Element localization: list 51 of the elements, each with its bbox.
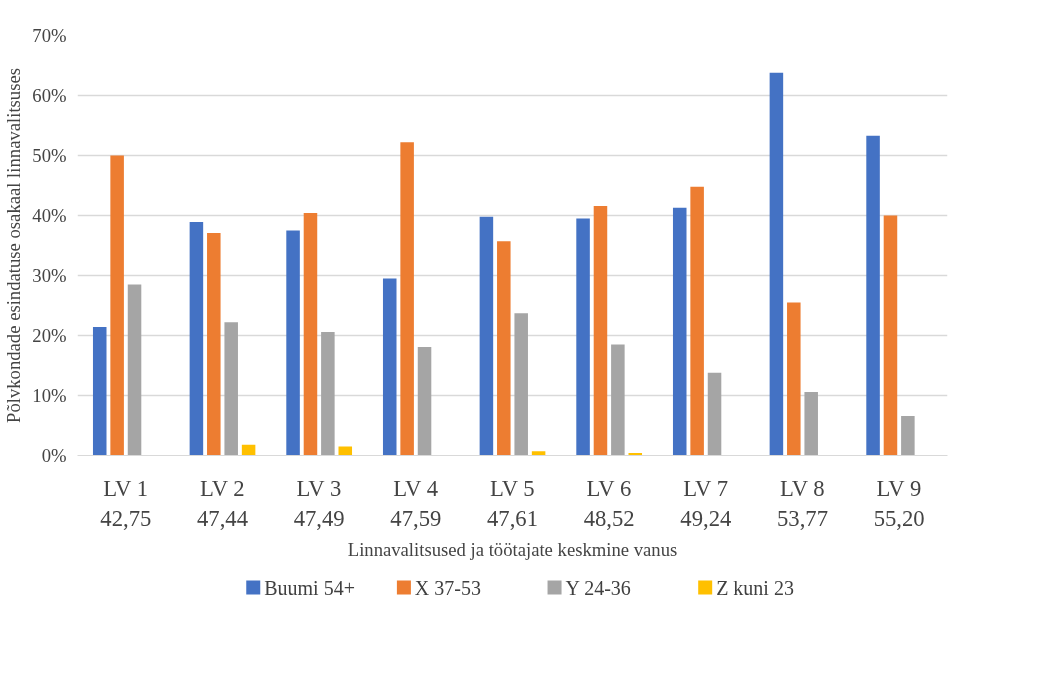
x-tick-label: LV 3 47,49: [293, 475, 345, 531]
y-tick-label: 40%: [32, 205, 67, 226]
legend-label: Buumi 54+: [264, 576, 355, 599]
legend-label: Z kuni 23: [716, 576, 794, 599]
bar: [110, 155, 124, 456]
x-tick-label: LV 2 47,44: [197, 475, 248, 531]
x-axis-title: Linnavalitsused ja töötajate keskmine vanus: [347, 538, 678, 560]
bar: [901, 415, 915, 456]
bar: [400, 142, 414, 456]
y-tick-label: 30%: [32, 265, 67, 286]
bar: [127, 284, 142, 456]
bar: [690, 186, 704, 456]
x-tick-label: LV 6 48,52: [583, 475, 635, 531]
bar: [769, 72, 784, 456]
bar: [417, 346, 432, 456]
bar: [321, 331, 335, 456]
bar: [514, 313, 528, 456]
bar: [303, 213, 318, 456]
bar: [787, 302, 801, 456]
y-tick-label: 10%: [32, 385, 67, 406]
legend-label: X 37-53: [414, 576, 481, 599]
bar: [497, 241, 511, 456]
legend-label: Y 24-36: [565, 576, 631, 599]
bar: [576, 218, 590, 456]
bar: [707, 372, 722, 456]
y-tick-label: 0%: [41, 445, 67, 466]
bar: [883, 215, 898, 456]
bar: [382, 278, 397, 456]
bar: [479, 216, 494, 456]
y-tick-label: 70%: [32, 25, 67, 46]
bar: [804, 391, 818, 456]
bar: [207, 232, 221, 456]
x-tick-label: LV 1 42,75: [100, 475, 152, 531]
y-tick-label: 60%: [32, 85, 67, 106]
x-tick-label: LV 9 55,20: [873, 475, 925, 531]
bar: [611, 344, 625, 456]
bar: [866, 135, 880, 456]
y-tick-label: 50%: [32, 145, 67, 166]
x-tick-label: LV 8 53,77: [777, 475, 828, 531]
x-tick-label: LV 4 47,59: [390, 475, 442, 531]
bar: [531, 451, 546, 456]
bar: [593, 205, 608, 456]
x-tick-label: LV 7 49,24: [680, 475, 732, 531]
bar: [189, 222, 204, 456]
bar: [224, 322, 238, 456]
bar: [286, 230, 300, 456]
bar: [92, 327, 107, 456]
y-tick-label: 20%: [32, 325, 67, 346]
bar: [672, 207, 687, 456]
x-tick-label: LV 5 47,61: [487, 475, 538, 531]
y-axis-title: Põlvkondade esindatuse osakaal linnavalitsuses: [3, 68, 25, 423]
